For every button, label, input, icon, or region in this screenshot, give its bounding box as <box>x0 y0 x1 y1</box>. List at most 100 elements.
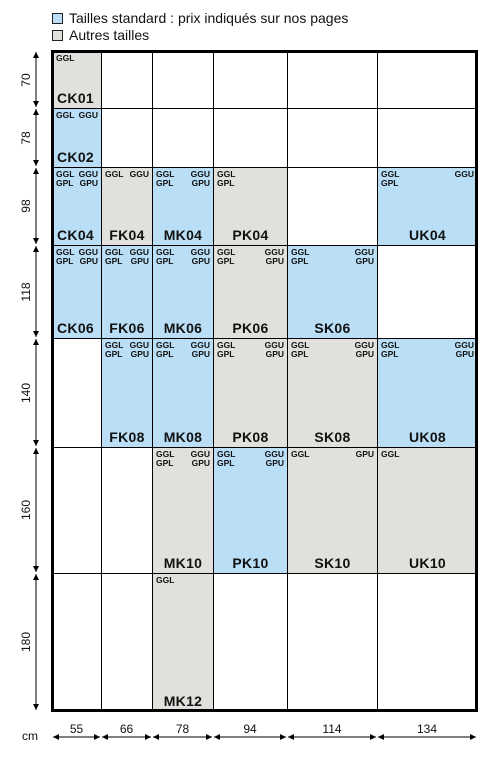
option-tag: GGU <box>190 169 210 179</box>
option-tag: GGL <box>217 449 236 459</box>
option-tag: GPL <box>217 256 235 266</box>
grid-cell-empty <box>52 447 102 574</box>
arrowhead <box>33 331 39 337</box>
arrowhead <box>206 734 212 740</box>
arrowhead <box>33 246 39 252</box>
option-tag: GGL <box>105 247 124 257</box>
option-tag: GGL <box>291 449 310 459</box>
arrowhead <box>102 734 108 740</box>
size-cell-mk06: MK06 GGL GPL GGU GPU <box>152 245 214 339</box>
arrowhead <box>288 734 294 740</box>
height-label: 118 <box>19 281 33 302</box>
arrowhead <box>33 440 39 446</box>
option-tag: GGU <box>190 449 210 459</box>
height-label: 78 <box>19 130 33 145</box>
option-tag: GGL <box>156 247 175 257</box>
option-tag: GGL <box>291 247 310 257</box>
legend-other-label: Autres tailles <box>69 27 150 43</box>
size-code: PK04 <box>232 227 269 243</box>
option-tag: GGU <box>129 169 149 179</box>
size-cell-mk04: MK04 GGL GPL GGU GPU <box>152 167 214 246</box>
size-cell-mk10: MK10 GGL GPL GGU GPU <box>152 447 214 574</box>
option-tag: GGL <box>56 53 75 63</box>
size-code: SK10 <box>314 555 351 571</box>
option-tag: GGL <box>105 340 124 350</box>
option-tag: GPU <box>191 178 210 188</box>
option-tag: GGU <box>264 449 284 459</box>
option-tag: GGL <box>156 449 175 459</box>
option-tag: GPU <box>130 349 149 359</box>
height-label: 98 <box>19 199 33 213</box>
option-tag: GGU <box>78 169 98 179</box>
legend-standard: Tailles standard : prix indiqués sur nos… <box>52 11 348 25</box>
arrowhead <box>33 339 39 345</box>
arrowhead <box>470 734 476 740</box>
grid-cell-empty <box>213 573 288 712</box>
option-tag: GGU <box>190 340 210 350</box>
height-label: 70 <box>19 72 33 87</box>
option-tag: GPL <box>56 178 74 188</box>
size-code: CK02 <box>57 149 94 165</box>
size-cell-uk04: UK04 GGL GPL GGU <box>377 167 478 246</box>
option-tag: GGL <box>56 110 75 120</box>
size-cell-uk08: UK08 GGL GPL GGU GPU <box>377 338 478 448</box>
size-cell-mk12: MK12 GGL <box>152 573 214 712</box>
width-label: 66 <box>119 722 134 736</box>
option-tag: GGL <box>156 340 175 350</box>
option-tag: GGU <box>354 340 374 350</box>
size-code: MK04 <box>163 227 203 243</box>
option-tag: GGL <box>217 340 236 350</box>
size-cell-uk10: UK10 GGL <box>377 447 478 574</box>
unit-label: cm <box>22 729 38 743</box>
option-tag: GPL <box>156 458 174 468</box>
size-code: FK08 <box>109 429 145 445</box>
size-cell-fk06: FK06 GGL GPL GGU GPU <box>101 245 153 339</box>
option-tag: GGU <box>129 340 149 350</box>
legend-standard-swatch <box>52 12 63 24</box>
option-tag: GGU <box>78 110 98 120</box>
option-tag: GPU <box>355 349 374 359</box>
option-tag: GPU <box>265 458 284 468</box>
option-tag: GPU <box>191 256 210 266</box>
option-tag: GGL <box>56 247 75 257</box>
option-tag: GPU <box>79 178 98 188</box>
option-tag: GPL <box>56 256 74 266</box>
grid-cell-empty <box>287 108 378 168</box>
size-code: FK06 <box>109 320 145 336</box>
arrowhead <box>33 168 39 174</box>
arrowhead <box>33 566 39 572</box>
size-code: CK01 <box>57 90 94 106</box>
size-cell-pk04: PK04 GGL GPL <box>213 167 288 246</box>
option-tag: GPL <box>105 349 123 359</box>
arrowhead <box>33 704 39 710</box>
size-code: CK04 <box>57 227 94 243</box>
option-tag: GGU <box>190 247 210 257</box>
size-code: PK08 <box>232 429 269 445</box>
option-tag: GPU <box>265 349 284 359</box>
size-code: UK10 <box>409 555 446 571</box>
option-tag: GPU <box>355 449 374 459</box>
width-label: 134 <box>416 722 438 736</box>
size-cell-fk08: FK08 GGL GPL GGU GPU <box>101 338 153 448</box>
grid-cell-empty <box>377 108 478 168</box>
option-tag: GPU <box>455 349 474 359</box>
width-label: 55 <box>69 722 84 736</box>
legend-other-swatch <box>52 29 63 41</box>
size-cell-sk10: SK10 GGL GPU <box>287 447 378 574</box>
arrowhead <box>33 574 39 580</box>
option-tag: GPU <box>265 256 284 266</box>
arrowhead <box>145 734 151 740</box>
option-tag: GGU <box>264 247 284 257</box>
option-tag: GGU <box>129 247 149 257</box>
size-code: MK12 <box>163 693 203 709</box>
option-tag: GGL <box>56 169 75 179</box>
option-tag: GPU <box>191 349 210 359</box>
arrowhead <box>33 52 39 58</box>
option-tag: GPL <box>381 178 399 188</box>
arrowhead <box>370 734 376 740</box>
size-code: MK08 <box>163 429 203 445</box>
width-label: 114 <box>322 722 342 736</box>
height-label: 140 <box>19 382 33 403</box>
option-tag: GGL <box>156 575 175 585</box>
